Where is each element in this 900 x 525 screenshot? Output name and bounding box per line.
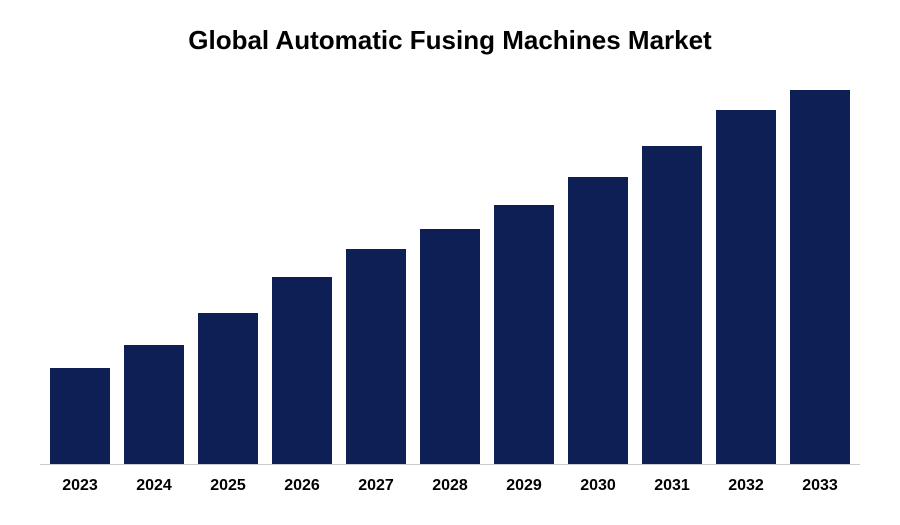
- bar-wrapper: [420, 66, 480, 464]
- x-axis-label: 2028: [420, 477, 480, 495]
- bar-wrapper: [568, 66, 628, 464]
- chart-title: Global Automatic Fusing Machines Market: [40, 25, 860, 56]
- bar: [790, 90, 850, 464]
- bar-wrapper: [198, 66, 258, 464]
- x-axis-label: 2031: [642, 477, 702, 495]
- bar: [50, 368, 110, 464]
- bar: [346, 249, 406, 464]
- x-axis-label: 2032: [716, 477, 776, 495]
- bar: [124, 345, 184, 464]
- x-axis-label: 2029: [494, 477, 554, 495]
- bar: [716, 110, 776, 464]
- x-axis-label: 2027: [346, 477, 406, 495]
- x-axis: 2023 2024 2025 2026 2027 2028 2029 2030 2031 2032…: [40, 465, 860, 495]
- bar-wrapper: [790, 66, 850, 464]
- x-axis-label: 2024: [124, 477, 184, 495]
- bar-wrapper: [642, 66, 702, 464]
- bar: [642, 146, 702, 464]
- bar-wrapper: [716, 66, 776, 464]
- bar-wrapper: [272, 66, 332, 464]
- bar: [198, 313, 258, 464]
- bar: [272, 277, 332, 464]
- x-axis-label: 2025: [198, 477, 258, 495]
- bar: [568, 177, 628, 464]
- x-axis-label: 2033: [790, 477, 850, 495]
- bar-wrapper: [50, 66, 110, 464]
- bar-wrapper: [494, 66, 554, 464]
- x-axis-label: 2026: [272, 477, 332, 495]
- bar: [420, 229, 480, 464]
- bar-wrapper: [346, 66, 406, 464]
- plot-area: [40, 66, 860, 465]
- chart-container: Global Automatic Fusing Machines Market …: [0, 0, 900, 525]
- bar: [494, 205, 554, 464]
- x-axis-label: 2023: [50, 477, 110, 495]
- bar-wrapper: [124, 66, 184, 464]
- x-axis-label: 2030: [568, 477, 628, 495]
